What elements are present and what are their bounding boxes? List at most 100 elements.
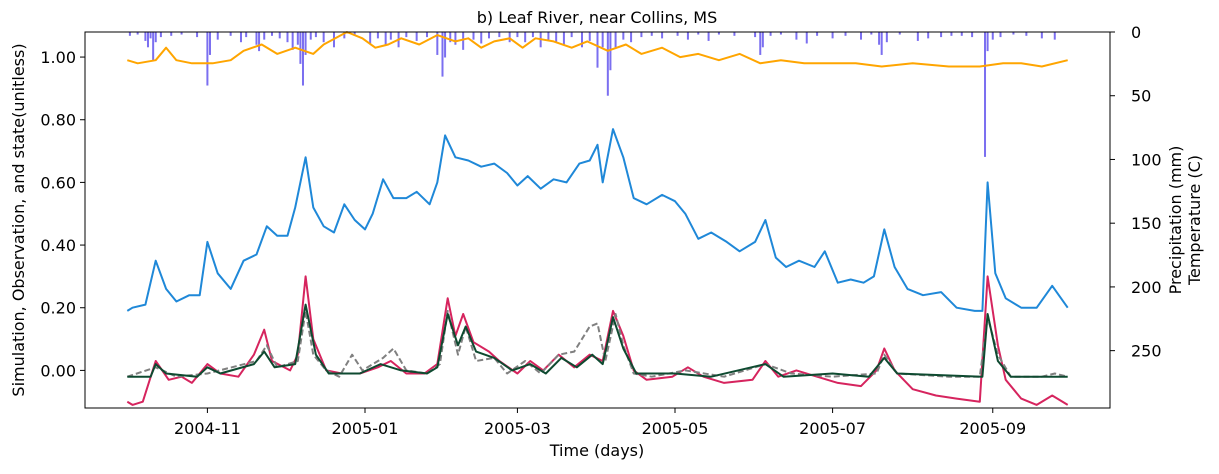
precipitation-bar	[239, 32, 242, 43]
precipitation-bar	[754, 32, 757, 38]
y-tick-label: 1.00	[40, 48, 76, 67]
precipitation-bar	[707, 32, 710, 41]
precipitation-bar	[444, 32, 447, 58]
x-tick-label: 2005-03	[484, 419, 551, 438]
precipitation-bar	[405, 32, 408, 38]
precipitation-bar	[759, 32, 762, 55]
precipitation-bar	[816, 32, 819, 36]
precipitation-bar	[960, 32, 963, 36]
right-y-tick-label: 250	[1131, 342, 1162, 361]
precipitation-bar	[686, 32, 689, 40]
precipitation-bar	[916, 32, 919, 41]
precipitation-bar	[196, 32, 199, 38]
precipitation-bar	[880, 32, 883, 55]
precipitation-bar	[1053, 32, 1056, 40]
precipitation-bar	[149, 32, 152, 39]
precipitation-bar	[159, 32, 162, 38]
y-tick-label: 0.00	[40, 361, 76, 380]
precipitation-bar	[795, 32, 798, 40]
x-axis-label: Time (days)	[549, 441, 645, 460]
x-tick-label: 2005-05	[642, 419, 709, 438]
precipitation-bar	[180, 32, 183, 35]
precipitation-bar	[940, 32, 943, 38]
right-y-axis-ticks: 0 50 100 150 200 250	[1110, 23, 1162, 361]
precipitation-bar	[676, 32, 679, 36]
precipitation-bar	[555, 32, 558, 43]
precipitation-bar	[596, 32, 599, 68]
precipitation-bar	[480, 32, 483, 44]
x-tick-label: 2005-09	[959, 419, 1026, 438]
precipitation-bar	[369, 32, 372, 44]
precipitation-bar	[425, 32, 428, 38]
precipitation-bar	[927, 32, 930, 39]
right-y-tick-label: 50	[1131, 87, 1151, 106]
precipitation-bar	[1040, 32, 1043, 39]
precipitation-bar	[436, 32, 439, 55]
precipitation-bar	[547, 32, 550, 40]
precipitation-bar	[562, 32, 565, 45]
precipitation-bar	[353, 32, 356, 36]
right-y-tick-label: 150	[1131, 214, 1162, 233]
precipitation-bar	[588, 32, 591, 41]
precipitation-bar	[498, 32, 501, 38]
precipitation-bar	[441, 32, 444, 77]
precipitation-bar	[454, 32, 457, 45]
precipitation-bar	[831, 32, 834, 39]
precipitation-bar	[991, 32, 994, 40]
precipitation-bar	[304, 32, 307, 55]
precipitation-bar	[170, 32, 173, 36]
precipitation-bar	[216, 32, 219, 40]
right-y-tick-label: 100	[1131, 150, 1162, 169]
precipitation-bar	[1012, 32, 1015, 35]
right-y-tick-label: 200	[1131, 278, 1162, 297]
precipitation-bar	[986, 32, 989, 52]
precipitation-bar	[516, 32, 519, 38]
precipitation-bar	[291, 32, 294, 50]
precipitation-bar	[950, 32, 953, 36]
series-line-1	[127, 31, 1068, 68]
precipitation-bar	[805, 32, 808, 44]
right-y-tick-label: 0	[1131, 23, 1141, 42]
precipitation-bar	[376, 32, 379, 39]
y-axis-label: Simulation, Observation, and state(unitl…	[9, 43, 28, 396]
y-tick-label: 0.80	[40, 111, 76, 130]
precipitation-bar	[717, 32, 720, 35]
precipitation-bar	[697, 32, 700, 35]
series-line-2	[126, 128, 1069, 312]
precipitation-bar	[343, 32, 346, 39]
series-line-3	[126, 275, 1069, 406]
precipitation-bar	[263, 32, 266, 40]
precipitation-bar	[622, 32, 625, 40]
precipitation-bar	[761, 32, 764, 48]
precipitation-bar	[531, 32, 534, 38]
precipitation-bar	[389, 32, 392, 40]
right-y-axis-label-precipitation: Precipitation (mm)	[1166, 146, 1185, 295]
precipitation-bars	[128, 32, 1056, 157]
precipitation-bar	[606, 32, 609, 96]
right-y-axis-label-temperature: Temperature (C)	[1185, 155, 1204, 286]
x-axis-ticks: 2004-11 2005-01 2005-03 2005-05 2005-07 2005-…	[174, 408, 1026, 438]
precipitation-bar	[661, 32, 664, 39]
precipitation-bar	[769, 32, 772, 36]
precipitation-bar	[524, 32, 527, 43]
precipitation-bar	[650, 32, 653, 36]
x-tick-label: 2005-07	[799, 419, 866, 438]
precipitation-bar	[309, 32, 312, 40]
precipitation-bar	[462, 32, 465, 50]
precipitation-bar	[860, 32, 863, 40]
precipitation-bar	[384, 32, 387, 45]
precipitation-bar	[206, 32, 209, 86]
chart-title: b) Leaf River, near Collins, MS	[477, 8, 717, 27]
precipitation-bar	[144, 32, 147, 41]
series-lines	[126, 31, 1069, 406]
precipitation-bar	[640, 32, 643, 38]
precipitation-bar	[128, 32, 131, 36]
precipitation-bar	[630, 32, 633, 43]
precipitation-bar	[415, 32, 418, 41]
precipitation-bar	[322, 32, 325, 43]
precipitation-bar	[255, 32, 258, 45]
precipitation-bar	[870, 32, 873, 35]
precipitation-bar	[258, 32, 261, 52]
precipitation-bar	[779, 32, 782, 35]
